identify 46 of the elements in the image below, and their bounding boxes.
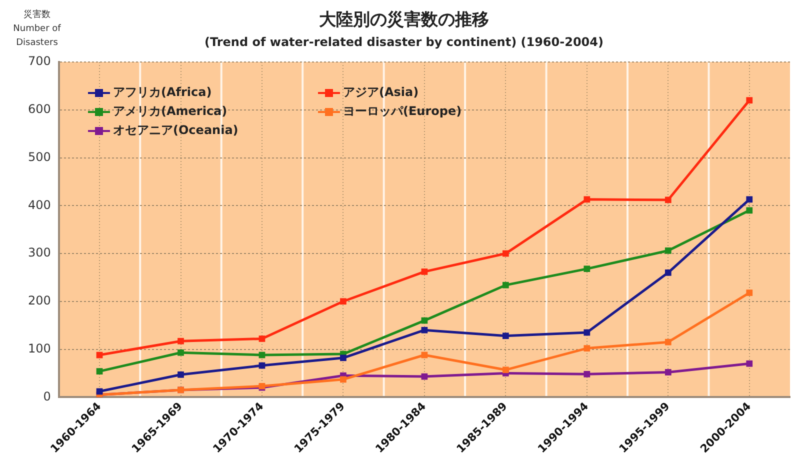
y-tick-label: 200 [28,294,51,308]
point [96,388,103,395]
point [664,369,672,376]
point [502,332,509,340]
y-tick-label: 300 [28,246,51,260]
point [340,376,346,383]
y-tick-label: 100 [28,341,51,356]
legend-label: オセアニア(Oceania) [113,122,238,139]
y-tick-label: 0 [43,389,51,404]
legend-label: アジア(Asia) [343,84,419,101]
point [258,336,266,342]
point [178,371,184,378]
point [664,247,672,254]
y-tick-label: 500 [28,150,51,164]
point [178,349,184,356]
point [746,207,753,214]
point [746,360,753,367]
point [96,368,103,374]
point [340,354,346,362]
point [421,268,428,275]
point [421,326,428,334]
y-tick-label: 400 [28,198,51,212]
point [584,329,590,336]
y-tick-label: 600 [28,102,51,116]
point [502,366,509,374]
point [502,282,509,288]
point [664,269,672,276]
point [584,370,590,378]
point [746,290,753,296]
y-tick-label: 700 [28,54,51,68]
point [340,298,346,305]
legend-label: アフリカ(Africa) [113,84,212,101]
point [746,97,753,104]
point [584,266,590,272]
point [664,196,672,204]
point [584,345,590,352]
point [584,196,590,203]
legend-label: ヨーロッパ(Europe) [343,103,462,120]
point [746,196,753,203]
chart-subtitle: (Trend of water-related disaster by continent) (1960-2004) [204,35,604,49]
point [502,250,509,257]
y-axis-title: 災害数 Number of Disasters [12,8,62,50]
legend-label: アメリカ(America) [113,103,228,120]
chart-title: 大陸別の災害数の推移 [319,10,489,30]
point [664,338,672,346]
point [178,338,184,344]
